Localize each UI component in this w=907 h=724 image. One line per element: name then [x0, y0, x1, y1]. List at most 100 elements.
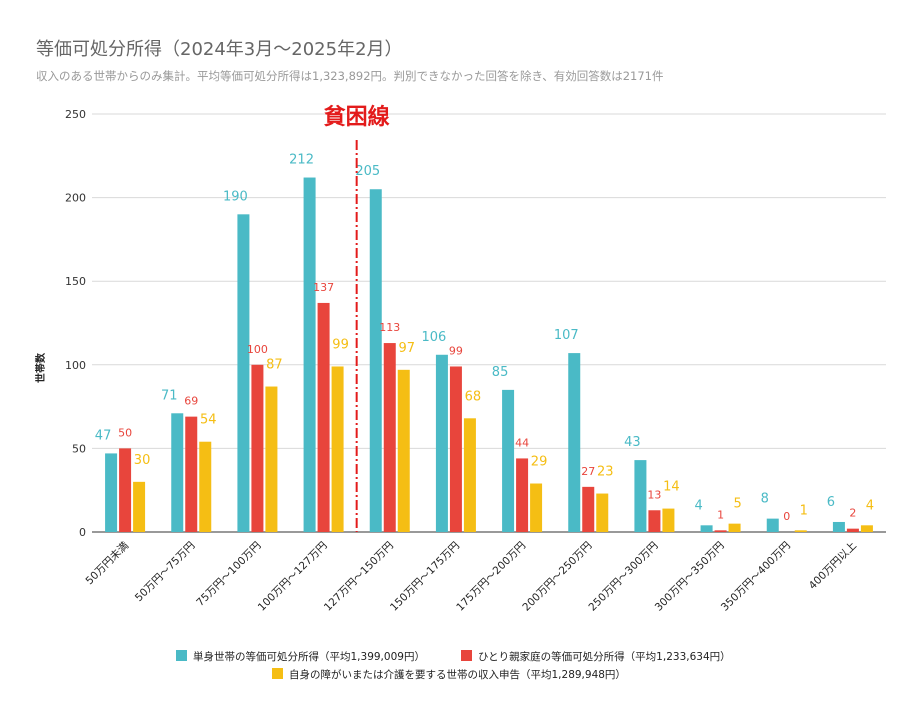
data-label: 54 [200, 413, 217, 428]
bar [133, 481, 146, 532]
data-label: 23 [597, 465, 614, 480]
bar [728, 523, 741, 532]
x-tick-label: 200万円～250万円 [520, 540, 594, 614]
bar [714, 530, 727, 532]
data-label: 47 [95, 428, 112, 443]
data-label: 5 [733, 497, 741, 512]
bar [582, 486, 595, 532]
bar [251, 364, 264, 532]
y-tick-label: 250 [65, 108, 86, 121]
chart-title: 等価可処分所得（2024年3月～2025年2月） [36, 39, 403, 60]
data-label: 0 [783, 510, 790, 523]
bar [369, 189, 382, 533]
x-tick-label: 150万円～175万円 [388, 540, 462, 614]
bar [832, 521, 845, 532]
bar [199, 441, 212, 532]
x-tick-label: 50万円未満 [84, 539, 132, 587]
bar [568, 353, 581, 532]
bar [596, 493, 609, 532]
bar [516, 458, 529, 532]
data-label: 137 [313, 281, 334, 294]
x-tick-label: 175万円～200万円 [454, 540, 528, 614]
data-label: 44 [515, 436, 529, 449]
bar [303, 177, 316, 532]
legend: 単身世帯の等価可処分所得（平均1,399,009円） ひとり親家庭の等価可処分所得… [176, 650, 731, 681]
bar [634, 460, 647, 532]
data-label: 113 [379, 321, 400, 334]
bar [171, 413, 184, 532]
y-tick-label: 50 [72, 442, 86, 455]
data-label: 85 [492, 365, 509, 380]
data-label: 29 [531, 455, 548, 470]
x-tick-label: 400万円以上 [807, 540, 859, 592]
data-label: 2 [849, 507, 856, 520]
bar [435, 354, 448, 532]
y-tick-label: 100 [65, 359, 86, 372]
y-axis-label: 世帯数 [34, 352, 47, 383]
data-label: 100 [247, 343, 268, 356]
data-label: 190 [223, 189, 248, 204]
bar [794, 530, 807, 532]
legend-label: 自身の障がいまたは介護を要する世帯の収入申告（平均1,289,948円） [289, 668, 626, 681]
bar [860, 525, 873, 532]
data-label: 6 [827, 495, 835, 510]
data-label: 106 [422, 330, 447, 345]
data-label: 4 [866, 498, 874, 513]
gridlines [92, 113, 886, 533]
bar [265, 386, 278, 532]
bar [766, 518, 779, 532]
x-axis-ticks: 50万円未満 50万円～75万円75万円～100万円100万円～127万円127万… [84, 539, 859, 613]
data-label: 4 [694, 498, 702, 513]
bar [530, 483, 543, 532]
data-label: 8 [761, 492, 769, 507]
data-label: 50 [118, 426, 132, 439]
data-label: 43 [624, 435, 641, 450]
data-label: 1 [717, 508, 724, 521]
bar [648, 510, 661, 532]
legend-swatch [176, 650, 187, 661]
y-axis-ticks: 0 50 100 150 200 250 [65, 108, 86, 539]
poverty-line-label: 貧困線 [324, 104, 390, 130]
x-tick-label: 250万円～300万円 [587, 540, 661, 614]
data-label: 69 [184, 395, 198, 408]
data-label: 68 [465, 389, 482, 404]
data-label: 87 [266, 358, 283, 373]
legend-label: ひとり親家庭の等価可処分所得（平均1,233,634円） [478, 650, 731, 663]
legend-swatch [461, 650, 472, 661]
data-label: 97 [398, 341, 415, 356]
bar [846, 528, 859, 532]
data-label: 212 [289, 153, 314, 168]
bar [105, 453, 118, 532]
chart-subtitle: 収入のある世帯からのみ集計。平均等価可処分所得は1,323,892円。判別できな… [36, 69, 663, 83]
x-tick-label: 100万円～127万円 [256, 540, 330, 614]
data-label: 99 [332, 337, 349, 352]
bar [383, 343, 396, 532]
bar [237, 214, 250, 532]
y-tick-label: 200 [65, 192, 86, 205]
data-label: 99 [449, 344, 463, 357]
data-label: 1 [800, 503, 808, 518]
x-tick-label: 50万円～75万円 [133, 540, 198, 605]
bar [331, 366, 344, 532]
legend-label: 単身世帯の等価可処分所得（平均1,399,009円） [193, 650, 425, 663]
data-label: 27 [581, 465, 595, 478]
data-label: 107 [554, 328, 579, 343]
bar [463, 418, 476, 532]
bar [502, 389, 515, 532]
y-tick-label: 0 [79, 526, 86, 539]
data-label: 13 [647, 488, 661, 501]
x-tick-label: 127万円～150万円 [322, 540, 396, 614]
data-label: 205 [355, 164, 380, 179]
bar [185, 416, 198, 532]
bar [449, 366, 462, 532]
bars [105, 177, 873, 533]
x-tick-label: 75万円～100万円 [194, 540, 263, 609]
legend-swatch [272, 668, 283, 679]
poverty-line-annotation: 貧困線 [324, 104, 390, 532]
data-label: 71 [161, 388, 178, 403]
data-label: 14 [663, 480, 680, 495]
x-tick-label: 300万円～350万円 [653, 540, 727, 614]
bar [397, 369, 410, 532]
